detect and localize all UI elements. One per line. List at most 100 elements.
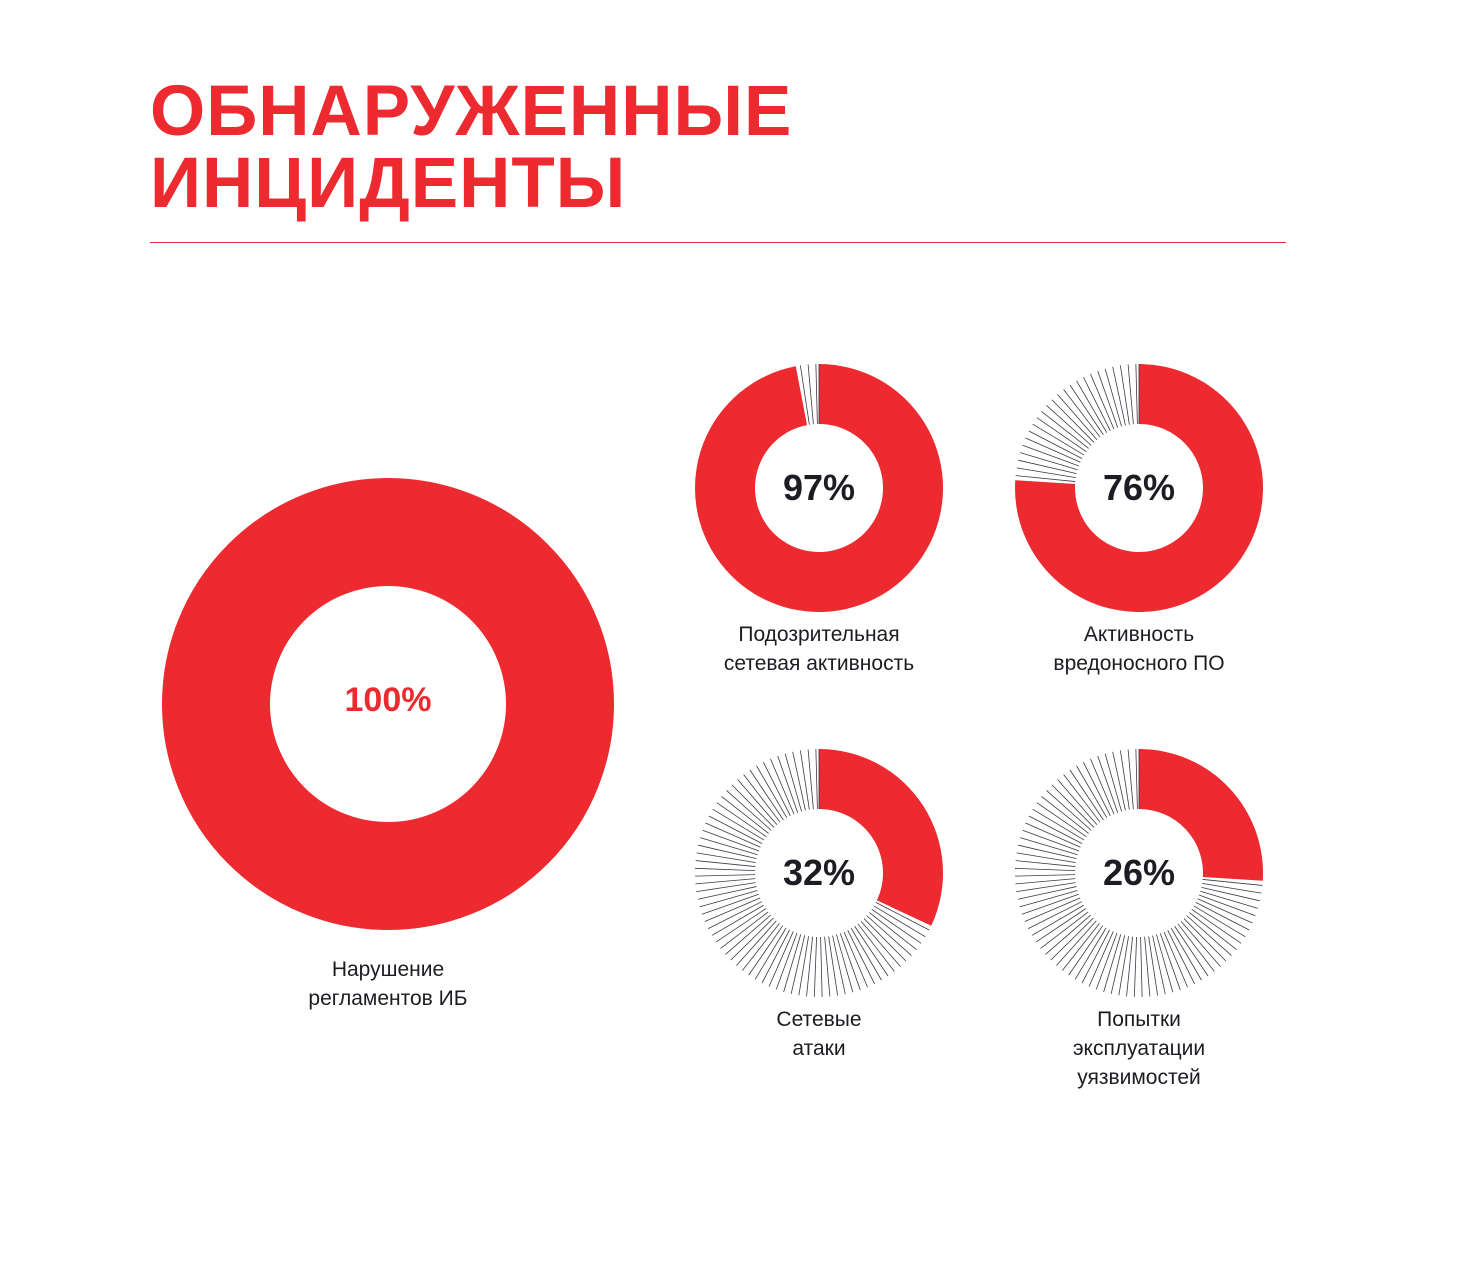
remainder-tick (790, 935, 806, 994)
remainder-tick (748, 925, 784, 976)
remainder-tick (730, 917, 774, 961)
remainder-tick (1202, 879, 1263, 886)
remainder-tick (1135, 364, 1138, 425)
remainder-tick (699, 890, 758, 908)
remainder-tick (1062, 923, 1100, 971)
donut-value-label: 76% (1102, 467, 1176, 508)
remainder-tick (1056, 920, 1097, 966)
remainder-tick (1016, 852, 1076, 863)
remainder-tick (1051, 399, 1095, 443)
remainder-tick (1159, 933, 1181, 991)
remainder-tick (1112, 751, 1126, 811)
remainder-tick (1095, 932, 1118, 990)
remainder-tick (1110, 935, 1126, 994)
remainder-tick (1046, 790, 1092, 831)
donut-value-label: 26% (1102, 852, 1176, 893)
remainder-tick (1025, 822, 1081, 848)
remainder-tick (712, 808, 765, 841)
remainder-tick (1081, 929, 1110, 984)
remainder-tick (1041, 411, 1089, 449)
remainder-tick (754, 927, 787, 980)
donut-caption: Нарушение регламентов ИБ (308, 958, 468, 1010)
remainder-tick (1202, 883, 1262, 894)
remainder-tick (1027, 901, 1082, 929)
remainder-tick (1051, 784, 1095, 828)
remainder-tick (1035, 908, 1087, 943)
donut-segment-remainder (1015, 364, 1140, 482)
remainder-tick (784, 753, 802, 812)
remainder-tick (1183, 918, 1227, 962)
remainder-tick (1135, 749, 1138, 810)
remainder-tick (869, 912, 917, 950)
title-divider (150, 242, 1286, 243)
remainder-tick (799, 365, 810, 425)
remainder-tick (707, 901, 762, 929)
remainder-tick (1076, 380, 1108, 433)
donut-svg (1015, 364, 1263, 612)
remainder-tick (1167, 930, 1195, 985)
page-title: ОБНАРУЖЕННЫЕ ИНЦИДЕНТЫ (150, 76, 1150, 220)
remainder-tick (815, 749, 818, 810)
remainder-tick (860, 921, 901, 967)
remainder-tick (1133, 936, 1137, 997)
donut-svg (162, 478, 614, 930)
remainder-tick (863, 918, 907, 962)
remainder-tick (1118, 936, 1129, 996)
remainder-tick (725, 914, 771, 955)
remainder-tick (742, 923, 780, 971)
remainder-tick (806, 936, 813, 997)
remainder-tick (836, 934, 854, 993)
remainder-tick (736, 920, 777, 966)
remainder-tick (824, 936, 831, 997)
remainder-tick (1170, 928, 1202, 981)
remainder-tick (1063, 774, 1101, 823)
remainder-tick (749, 769, 784, 821)
remainder-tick (1018, 459, 1077, 475)
remainder-tick (1119, 750, 1130, 810)
donut-caption: Попытки эксплуатации уязвимостей (1072, 1008, 1206, 1089)
remainder-tick (875, 902, 930, 931)
donut-chart-suspicious-network: 97% (694, 363, 944, 613)
donut-segment-remainder (695, 749, 930, 997)
donut-svg (1015, 749, 1263, 997)
remainder-tick (1152, 935, 1166, 995)
remainder-tick (820, 936, 823, 997)
remainder-tick (857, 923, 895, 972)
remainder-tick (1104, 368, 1122, 427)
remainder-tick (1163, 931, 1188, 988)
remainder-tick (696, 882, 756, 893)
remainder-tick (720, 911, 769, 949)
remainder-tick (1090, 373, 1115, 430)
remainder-tick (1031, 904, 1084, 936)
remainder-tick (1022, 829, 1080, 852)
remainder-tick (721, 796, 769, 834)
remainder-tick (1041, 796, 1089, 834)
remainder-tick (1200, 890, 1258, 909)
remainder-tick (1119, 365, 1130, 425)
remainder-tick (871, 908, 922, 944)
remainder-tick (813, 936, 817, 997)
remainder-tick (1020, 452, 1078, 471)
remainder-tick (695, 860, 756, 867)
remainder-tick (704, 897, 761, 922)
remainder-tick (1156, 934, 1174, 993)
donut-svg (695, 749, 943, 997)
remainder-tick (1036, 417, 1087, 453)
remainder-tick (1088, 931, 1114, 987)
remainder-tick (1189, 912, 1237, 950)
donut-segment-filled (819, 749, 943, 926)
remainder-tick (1126, 936, 1133, 997)
remainder-tick (783, 934, 802, 992)
remainder-tick (847, 930, 875, 985)
remainder-tick (701, 893, 759, 915)
remainder-tick (1198, 894, 1256, 917)
remainder-tick (737, 779, 778, 825)
remainder-tick (1032, 808, 1085, 841)
remainder-tick (1018, 844, 1077, 860)
remainder-tick (1016, 882, 1076, 893)
remainder-tick (1144, 936, 1151, 997)
remainder-tick (1020, 837, 1078, 856)
remainder-tick (731, 784, 775, 828)
remainder-tick (1076, 765, 1108, 818)
remainder-tick (1019, 890, 1078, 908)
